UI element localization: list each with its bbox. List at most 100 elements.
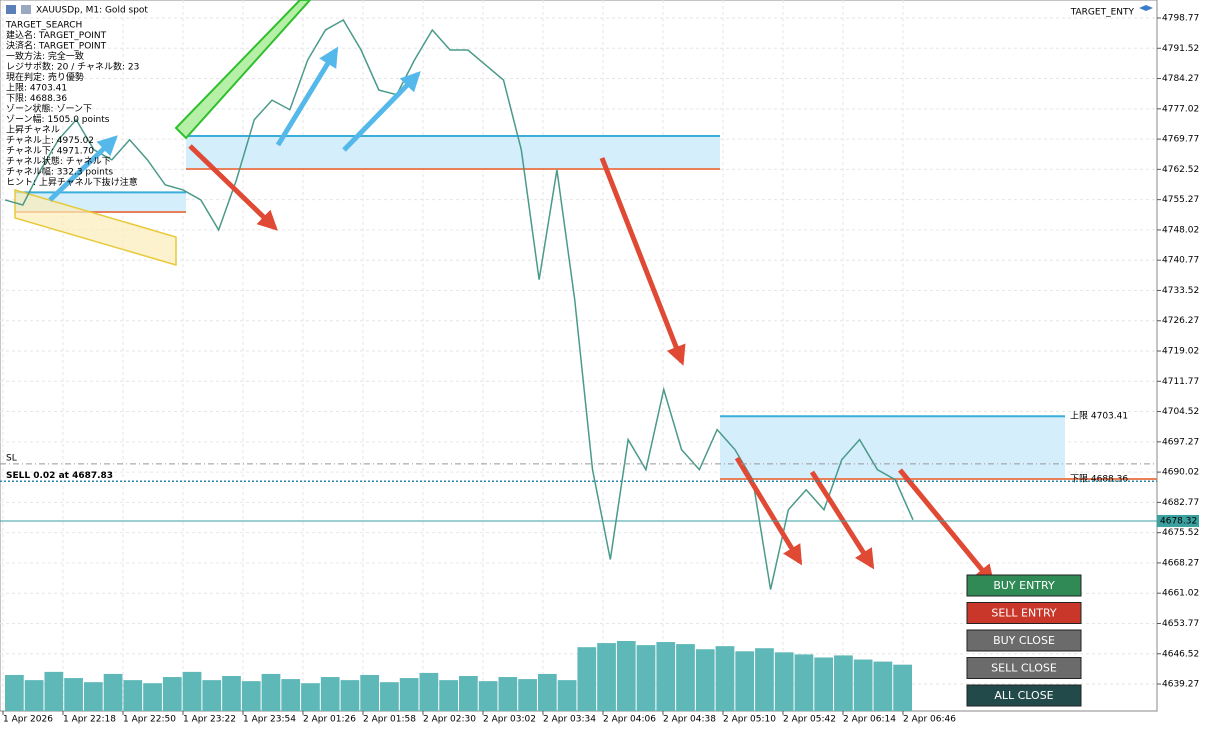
y-tick-label: 4733.52 bbox=[1162, 286, 1199, 296]
order-label: SELL 0.02 at 4687.83 bbox=[6, 471, 113, 481]
y-tick-label: 4653.77 bbox=[1162, 619, 1199, 629]
volume-bar bbox=[755, 648, 774, 711]
volume-bar bbox=[261, 673, 281, 711]
volume-bar bbox=[537, 673, 557, 711]
y-tick-label: 4769.77 bbox=[1162, 135, 1199, 145]
y-tick-label: 4682.77 bbox=[1162, 498, 1199, 508]
info-line: 決済名: TARGET_POINT bbox=[6, 40, 107, 52]
x-tick-label: 2 Apr 05:10 bbox=[723, 715, 776, 725]
volume-bar bbox=[656, 642, 676, 711]
button[interactable] bbox=[966, 629, 1082, 652]
info-line: ゾーン状態: ゾーン下 bbox=[6, 103, 92, 115]
x-tick-label: 1 Apr 22:18 bbox=[63, 715, 116, 725]
y-tick-label: 4719.02 bbox=[1162, 347, 1199, 357]
info-line: 上昇チャネル bbox=[6, 125, 60, 136]
volume-bar bbox=[340, 680, 360, 711]
y-tick-label: 4784.27 bbox=[1162, 74, 1199, 84]
y-tick-label: 4697.27 bbox=[1162, 437, 1199, 447]
volume-bar bbox=[360, 674, 380, 711]
button[interactable] bbox=[966, 574, 1082, 597]
info-line: 一致方法: 完全一致 bbox=[6, 50, 84, 62]
volume-bar bbox=[301, 683, 320, 711]
button-label[interactable]: SELL ENTRY bbox=[991, 607, 1057, 620]
volume-bar bbox=[597, 643, 616, 711]
volume-bar bbox=[5, 674, 24, 711]
volume-bar bbox=[64, 678, 83, 711]
volume-bar bbox=[44, 671, 64, 711]
info-line: TARGET_SEARCH bbox=[5, 21, 82, 31]
volume-bar bbox=[202, 680, 222, 711]
x-tick-label: 2 Apr 03:02 bbox=[483, 715, 536, 725]
volume-bar bbox=[893, 664, 912, 711]
volume-bar bbox=[182, 671, 202, 711]
price-line bbox=[4, 18, 914, 590]
arrows bbox=[48, 46, 995, 586]
sl-label: SL bbox=[6, 453, 17, 463]
y-tick-label: 4668.27 bbox=[1162, 558, 1199, 568]
volume-bar bbox=[459, 676, 478, 711]
info-line: チャネル幅: 332.3 points bbox=[6, 166, 113, 178]
button-label[interactable]: ALL CLOSE bbox=[994, 689, 1053, 702]
y-tick-label: 4755.27 bbox=[1162, 195, 1199, 205]
x-tick-label: 2 Apr 04:06 bbox=[603, 715, 656, 725]
y-tick-label: 4675.52 bbox=[1162, 528, 1199, 538]
button-label[interactable]: BUY CLOSE bbox=[993, 634, 1055, 647]
info-line: チャネル状態: チャネル下 bbox=[6, 155, 111, 167]
x-tick-label: 2 Apr 01:26 bbox=[303, 715, 356, 725]
y-tick-label: 4762.52 bbox=[1162, 165, 1199, 175]
x-tick-label: 1 Apr 23:22 bbox=[183, 715, 236, 725]
zone-lower-label: 下限 4688.36 bbox=[1070, 474, 1128, 485]
info-line: 現在判定: 売り優勢 bbox=[6, 71, 84, 83]
chart-icon[interactable] bbox=[21, 5, 31, 14]
y-tick-label: 4646.52 bbox=[1162, 649, 1199, 659]
y-tick-label: 4726.27 bbox=[1162, 316, 1199, 326]
expert-icon bbox=[1139, 5, 1153, 11]
y-tick-label: 4791.52 bbox=[1162, 44, 1199, 54]
volume-bar bbox=[123, 680, 143, 711]
x-tick-label: 2 Apr 01:58 bbox=[363, 715, 416, 725]
menu-icon[interactable] bbox=[6, 5, 16, 14]
y-tick-label: 4798.77 bbox=[1162, 13, 1199, 23]
x-tick-label: 2 Apr 03:34 bbox=[543, 715, 596, 725]
volume-bar bbox=[873, 661, 893, 711]
symbol-title: XAUUSDp, M1: Gold spot bbox=[36, 6, 148, 16]
x-tick-label: 2 Apr 06:14 bbox=[843, 715, 896, 725]
volume-bar bbox=[853, 659, 873, 711]
volume-bar bbox=[676, 644, 695, 711]
y-tick-label: 4740.77 bbox=[1162, 256, 1199, 266]
y-tick-label: 4748.02 bbox=[1162, 225, 1199, 235]
volume-bar bbox=[241, 681, 261, 711]
info-line: チャネル下: 4971.70 bbox=[6, 146, 94, 157]
volume-bar bbox=[774, 652, 794, 711]
x-tick-label: 2 Apr 02:30 bbox=[423, 715, 476, 725]
button[interactable] bbox=[966, 602, 1082, 624]
button[interactable] bbox=[966, 684, 1082, 707]
zone bbox=[720, 416, 1065, 480]
volume-bar bbox=[518, 679, 537, 711]
volume-bar bbox=[557, 680, 577, 711]
volume-bar bbox=[794, 654, 814, 711]
volume-bar bbox=[419, 672, 439, 711]
volume-bar bbox=[320, 677, 340, 711]
button-label[interactable]: BUY ENTRY bbox=[993, 579, 1055, 592]
volume-bar bbox=[162, 677, 182, 711]
volume-bar bbox=[222, 676, 241, 711]
volume-bar bbox=[636, 645, 656, 711]
volume-bar bbox=[616, 641, 636, 711]
info-line: 建込名: TARGET_POINT bbox=[6, 29, 107, 41]
volume-bar bbox=[715, 646, 735, 711]
y-tick-label: 4639.27 bbox=[1162, 680, 1199, 690]
info-line: チャネル上: 4975.02 bbox=[6, 135, 94, 146]
y-tick-label: 4704.52 bbox=[1162, 407, 1199, 417]
button-label[interactable]: SELL CLOSE bbox=[991, 662, 1057, 675]
current-price-box bbox=[1157, 514, 1199, 527]
info-line: 上限: 4703.41 bbox=[6, 83, 67, 94]
volume-bar bbox=[478, 681, 498, 711]
zone-upper-label: 上限 4703.41 bbox=[1070, 411, 1128, 422]
info-line: ゾーン幅: 1505.0 points bbox=[6, 113, 110, 125]
x-tick-label: 2 Apr 06:46 bbox=[903, 715, 956, 725]
volume-bar bbox=[103, 673, 123, 711]
button[interactable] bbox=[966, 657, 1082, 679]
volume-bar bbox=[399, 678, 419, 711]
